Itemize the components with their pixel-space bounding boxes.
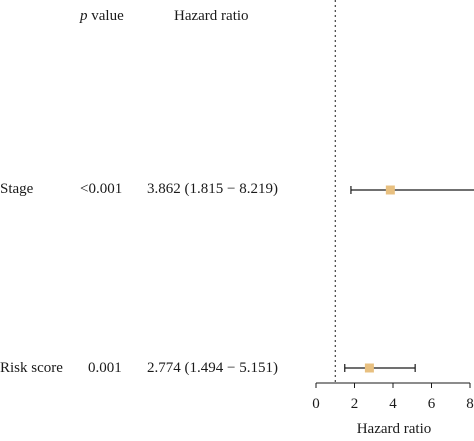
p-value-header: p value xyxy=(79,8,124,24)
hazard-ratio-header: Hazard ratio xyxy=(174,8,249,24)
row-hr-risk-score: 2.774 (1.494 − 5.151) xyxy=(147,360,278,376)
p-value-header-letter: p xyxy=(79,8,88,24)
row-labels: Stage <0.001 3.862 (1.815 − 8.219) Risk … xyxy=(0,181,278,376)
hr-marker xyxy=(385,185,395,195)
x-tick-label: 0 xyxy=(312,396,320,412)
x-tick-label: 2 xyxy=(351,396,359,412)
x-tick-label: 4 xyxy=(389,396,397,412)
hr-marker xyxy=(364,363,374,373)
row-label-risk-score: Risk score xyxy=(0,360,63,376)
x-tick-label: 6 xyxy=(428,396,436,412)
interval-marks xyxy=(344,185,474,373)
row-hr-stage: 3.862 (1.815 − 8.219) xyxy=(147,181,278,197)
column-headers: p value Hazard ratio xyxy=(79,8,249,24)
x-axis-label: Hazard ratio xyxy=(357,421,432,437)
x-axis: 0 2 4 6 8 xyxy=(312,382,474,412)
row-label-stage: Stage xyxy=(0,181,34,197)
p-value-header-rest: value xyxy=(88,8,125,24)
x-tick-label: 8 xyxy=(466,396,474,412)
row-p-stage: <0.001 xyxy=(80,181,122,197)
row-p-risk-score: 0.001 xyxy=(88,360,122,376)
